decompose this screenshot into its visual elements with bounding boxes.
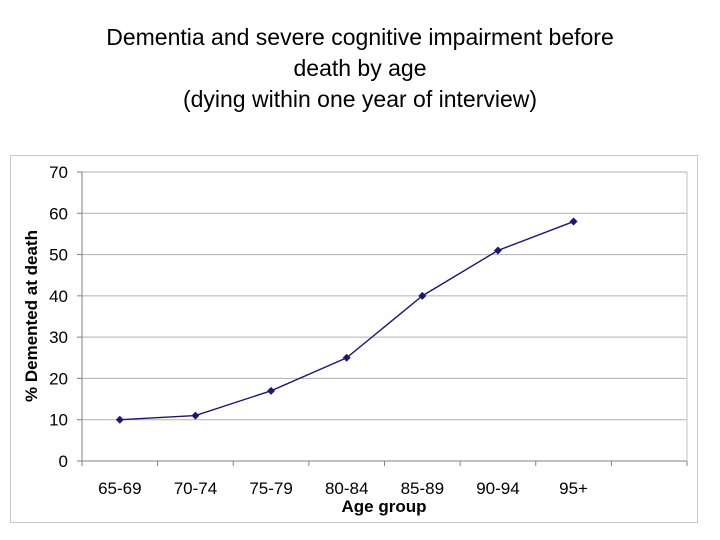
data-point	[493, 246, 502, 255]
title-line-2: death by age	[293, 55, 427, 81]
x-tick-label: 75-79	[249, 479, 292, 498]
data-point	[191, 411, 200, 420]
slide-title: Dementia and severe cognitive impairment…	[0, 22, 720, 115]
y-tick-labels: 0 10 20 30 40 50 60 70	[49, 163, 68, 471]
x-tick-label: 70-74	[174, 479, 217, 498]
data-point	[569, 217, 578, 226]
y-tick-label: 50	[49, 246, 68, 265]
data-point	[418, 291, 427, 300]
y-tick-label: 20	[49, 369, 68, 388]
y-tick-label: 70	[49, 163, 68, 182]
data-point	[342, 353, 351, 362]
x-tick-label: 95+	[559, 479, 588, 498]
data-point	[267, 386, 276, 395]
title-line-3: (dying within one year of interview)	[182, 86, 538, 112]
x-tick-label: 65-69	[98, 479, 141, 498]
x-tick-label: 80-84	[325, 479, 368, 498]
chart-frame	[10, 155, 698, 523]
title-line-1: Dementia and severe cognitive impairment…	[106, 24, 614, 50]
gridlines	[82, 171, 687, 421]
axes	[77, 171, 688, 466]
y-tick-label: 40	[49, 287, 68, 306]
x-tick-label: 90-94	[476, 479, 519, 498]
data-point	[115, 415, 124, 424]
series-line	[119, 220, 574, 421]
y-axis-title: % Demented at death	[22, 230, 41, 402]
x-axis-title: Age group	[342, 497, 427, 516]
y-tick-label: 30	[49, 328, 68, 347]
y-tick-label: 0	[59, 452, 68, 471]
x-tick-label: 85-89	[401, 479, 444, 498]
y-tick-label: 60	[49, 204, 68, 223]
y-tick-label: 10	[49, 411, 68, 430]
data-markers	[115, 217, 578, 424]
series-line	[119, 220, 574, 421]
x-tick-labels: 65-69 70-74 75-79 80-84 85-89 90-94 95+	[98, 479, 588, 498]
